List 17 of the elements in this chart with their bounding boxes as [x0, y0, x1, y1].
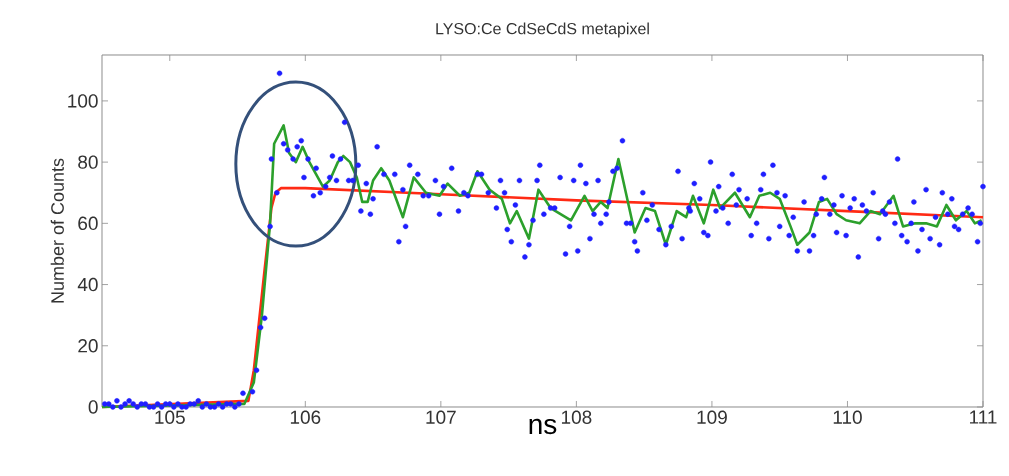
y-tick-label: 20 — [78, 339, 98, 353]
x-tick-label: 105 — [155, 410, 185, 424]
x-tick-label: 109 — [697, 410, 727, 424]
y-tick-label: 0 — [88, 400, 98, 414]
x-tick-label: 108 — [561, 410, 592, 424]
y-tick-label: 80 — [78, 155, 98, 169]
y-tick-label: 40 — [77, 277, 98, 292]
x-tick-label: 110 — [833, 410, 862, 424]
y-axis-title: Number of Counts — [50, 158, 64, 303]
line-series — [100, 124, 983, 409]
y-tick-label: 100 — [68, 94, 98, 108]
x-tick-label: 111 — [970, 410, 997, 424]
x-axis-title: ns — [529, 418, 557, 435]
x-tick-label: 107 — [426, 410, 456, 424]
y-tick-label: 60 — [78, 216, 98, 231]
x-tick-label: 106 — [290, 410, 321, 424]
chart-title: LYSO:Ce CdSeCdS metapixel — [436, 22, 649, 38]
